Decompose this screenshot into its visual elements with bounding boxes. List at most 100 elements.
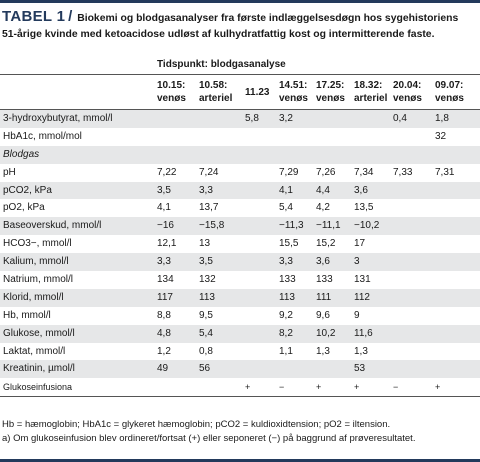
- row-label: HCO3−, mmol/l: [3, 238, 72, 250]
- table-cell: +: [242, 378, 276, 398]
- column-header: 09.07: venøs: [432, 74, 480, 110]
- table-cell: 4,2: [316, 202, 330, 214]
- table-cell: [196, 145, 242, 164]
- table-cell: 7,26: [316, 166, 336, 178]
- caption-text: Biokemi og blodgasanalyser fra første in…: [2, 13, 459, 40]
- table-cell: 4,1: [276, 181, 313, 200]
- column-header: 10.15: venøs: [154, 74, 196, 110]
- row-label: 3-hydroxybutyrat, mmol/l: [0, 109, 154, 128]
- table-cell: [432, 181, 480, 200]
- column-sample-type: venøs: [157, 93, 186, 104]
- table-cell: [390, 343, 432, 361]
- table-cell: [242, 164, 276, 182]
- table-cell: 4,1: [157, 202, 171, 214]
- column-time: 14.51:: [279, 80, 308, 91]
- row-label: Glukose, mmol/l: [0, 324, 154, 343]
- table-cell: [390, 128, 432, 146]
- table-cell: 32: [435, 130, 447, 142]
- row-label: Klorid, mmol/l: [0, 288, 154, 307]
- data-table: Tidspunkt: blodgasanalyse 10.15: venøs 10.…: [0, 56, 480, 398]
- table-cell: 9: [354, 309, 360, 321]
- table-row: HCO3−, mmol/l 12,1 13 15,5 15,2 17: [0, 235, 480, 253]
- table-cell: +: [313, 378, 351, 398]
- column-header: 20.04: venøs: [390, 74, 432, 110]
- table-cell: [390, 288, 432, 307]
- table-cell: [390, 271, 432, 289]
- table-cell: [196, 378, 242, 398]
- row-label: HbA1c, mmol/mol: [3, 130, 82, 142]
- table-cell: −10,2: [351, 217, 390, 236]
- table-cell: 132: [199, 273, 216, 285]
- table-cell: [196, 128, 242, 146]
- column-sample-type: venøs: [393, 93, 422, 104]
- header-spacer: [0, 56, 154, 75]
- table-row: Baseoverskud, mmol/l −16 −15,8 −11,3 −11,1 −1…: [0, 217, 480, 236]
- column-time: 10.58:: [199, 80, 228, 91]
- table-cell: −11,1: [313, 217, 351, 236]
- table-cell: [432, 324, 480, 343]
- table-cell: 7,22: [157, 166, 177, 178]
- table-cell: [432, 235, 480, 253]
- table-cell: [154, 378, 196, 398]
- table-cell: 0,4: [390, 109, 432, 128]
- column-sample-type: venøs: [279, 93, 308, 104]
- table-cell: 9,2: [279, 309, 293, 321]
- table-row: HbA1c, mmol/mol 32: [0, 128, 480, 146]
- row-label: Natrium, mmol/l: [3, 273, 74, 285]
- table-cell: 5,8: [242, 109, 276, 128]
- table-cell: [154, 145, 196, 164]
- table-cell: [351, 145, 390, 164]
- table-cell: [242, 217, 276, 236]
- table-cell: [276, 360, 313, 379]
- table-cell: [351, 109, 390, 128]
- column-sample-type: venøs: [435, 93, 464, 104]
- table-cell: [242, 324, 276, 343]
- table-cell: 7,31: [435, 166, 455, 178]
- table-cell: [390, 145, 432, 164]
- table-cell: [242, 307, 276, 325]
- column-sample-type: venøs: [316, 93, 345, 104]
- table-cell: +: [351, 378, 390, 398]
- table-cell: [432, 271, 480, 289]
- table-cell: [351, 128, 390, 146]
- section-row: Blodgas: [0, 145, 480, 164]
- table-cell: 13: [199, 238, 211, 250]
- table-cell: 111: [313, 288, 351, 307]
- table-cell: 4,4: [313, 181, 351, 200]
- table-cell: [196, 109, 242, 128]
- table-cell: [432, 288, 480, 307]
- table-cell: 12,1: [157, 238, 177, 250]
- table-cell: [390, 360, 432, 379]
- table-row: Kreatinin, µmol/l 49 56 53: [0, 360, 480, 379]
- table-cell: [154, 109, 196, 128]
- table-cell: 1,8: [432, 109, 480, 128]
- table-row: Glukoseinfusiona + − + + − +: [0, 378, 480, 398]
- table-cell: 3,3: [276, 253, 313, 272]
- table-cell: [313, 145, 351, 164]
- row-label: pCO2, kPa: [0, 181, 154, 200]
- row-label-header: [0, 74, 154, 110]
- table-cell: [432, 307, 480, 325]
- column-time: 18.32:: [354, 80, 383, 91]
- table-cell: [432, 199, 480, 217]
- table-cell: [276, 128, 313, 146]
- column-header: 17.25: venøs: [313, 74, 351, 110]
- table-row: Glukose, mmol/l 4,8 5,4 8,2 10,2 11,6: [0, 324, 480, 343]
- table-cell: [390, 217, 432, 236]
- table-cell: 3,3: [154, 253, 196, 272]
- top-rule: [0, 0, 480, 3]
- column-sample-type: arteriel: [354, 93, 388, 104]
- table-caption: TABEL 1 / Biokemi og blodgasanalyser fra…: [2, 9, 476, 43]
- table-cell: −15,8: [196, 217, 242, 236]
- table-row: Laktat, mmol/l 1,2 0,8 1,1 1,3 1,3: [0, 343, 480, 361]
- table-cell: −11,3: [276, 217, 313, 236]
- row-label: pO2, kPa: [3, 202, 45, 214]
- table-cell: 1,1: [279, 345, 293, 357]
- table-label: TABEL 1: [2, 8, 66, 25]
- table-cell: 112: [351, 288, 390, 307]
- table-cell: 53: [351, 360, 390, 379]
- row-label: Hb, mmol/l: [3, 309, 51, 321]
- table-cell: [432, 360, 480, 379]
- table-cell: [390, 181, 432, 200]
- table-cell: 7,33: [393, 166, 413, 178]
